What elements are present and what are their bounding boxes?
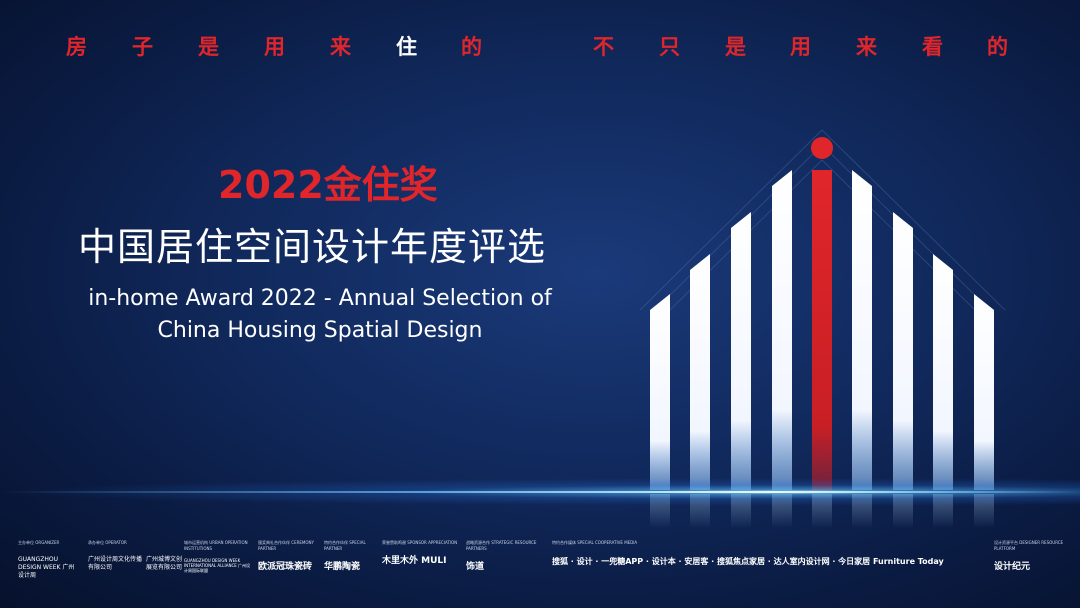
slogan-char: 来 [330, 35, 351, 59]
sponsor-ceremony-partner: 颁奖典礼合作伙伴 CEREMONY PARTNER 欧派冠珠瓷砖 [258, 540, 314, 572]
slogan-char: 是 [725, 35, 746, 59]
white-bars [650, 170, 994, 490]
slogan-char: 的 [987, 35, 1008, 59]
subtitle-en-line2: China Housing Spatial Design [157, 318, 483, 343]
red-i-dot [811, 137, 833, 159]
subtitle-en-line1: in-home Award 2022 - Annual Selection of [88, 286, 552, 311]
slogan: 房子是用来住的不只是用来看的 [0, 34, 1080, 64]
sponsor-appreciation: 荣誉赞助鸣谢 SPONSOR APPRECIATION 木里木外 MULI [382, 540, 458, 566]
slogan-char: 是 [198, 35, 219, 59]
bar-6 [852, 170, 872, 490]
sponsor-urban-operation: 城市运营机构 URBAN OPERATION INSTITUTIONS GUAN… [184, 540, 251, 573]
sponsor-media: 特约合作媒体 SPECIAL COOPERATIVE MEDIA 搜狐 · 设计… [552, 540, 944, 566]
slogan-char: 只 [659, 35, 680, 59]
bar-7 [893, 212, 913, 490]
slogan-char: 房 [66, 35, 87, 59]
bar-2 [690, 254, 710, 490]
slogan-char: 看 [922, 35, 943, 59]
sponsor-footer: 主办单位 ORGANIZER GUANGZHOU DESIGN WEEK 广州设… [0, 540, 1080, 608]
red-i-stem [812, 170, 832, 490]
main-title-cn: 中国居住空间设计年度评选 [78, 225, 547, 269]
slogan-char: 不 [593, 35, 614, 59]
slogan-char: 来 [856, 35, 877, 59]
horizon-line [0, 491, 1080, 493]
sponsor-resource-platform: 设计资源平台 DESIGNER RESOURCE PLATFORM 设计纪元 [994, 540, 1064, 572]
award-title: 2022金住奖 [218, 163, 438, 207]
sponsor-operator: 承办单位 OPERATOR 广州设计周文化传播有限公司 [88, 540, 143, 571]
slogan-char: 用 [790, 35, 811, 59]
bar-4 [772, 170, 792, 490]
subtitle-en: in-home Award 2022 - Annual Selection of… [60, 283, 580, 347]
sponsor-organizer: 主办单位 ORGANIZER GUANGZHOU DESIGN WEEK 广州设… [18, 540, 75, 579]
sponsor-operator-2: 广州城博文创展览有限公司 [146, 556, 183, 571]
red-i-bar [811, 137, 833, 490]
bar-9 [974, 294, 994, 490]
bar-8 [933, 254, 953, 490]
bar-1 [650, 294, 670, 490]
slogan-char: 的 [461, 35, 482, 59]
house-bars-graphic [639, 129, 1006, 528]
slogan-char: 子 [132, 35, 153, 59]
sponsor-strategic: 战略资源合作 STRATEGIC RESOURCE PARTNERS 饰道 [466, 540, 537, 572]
bar-3 [731, 212, 751, 490]
sponsor-special-partner: 特约合作伙伴 SPECIAL PARTNER 华鹏陶瓷 [324, 540, 366, 572]
slogan-char: 用 [264, 35, 285, 59]
slogan-char: 住 [396, 35, 417, 59]
